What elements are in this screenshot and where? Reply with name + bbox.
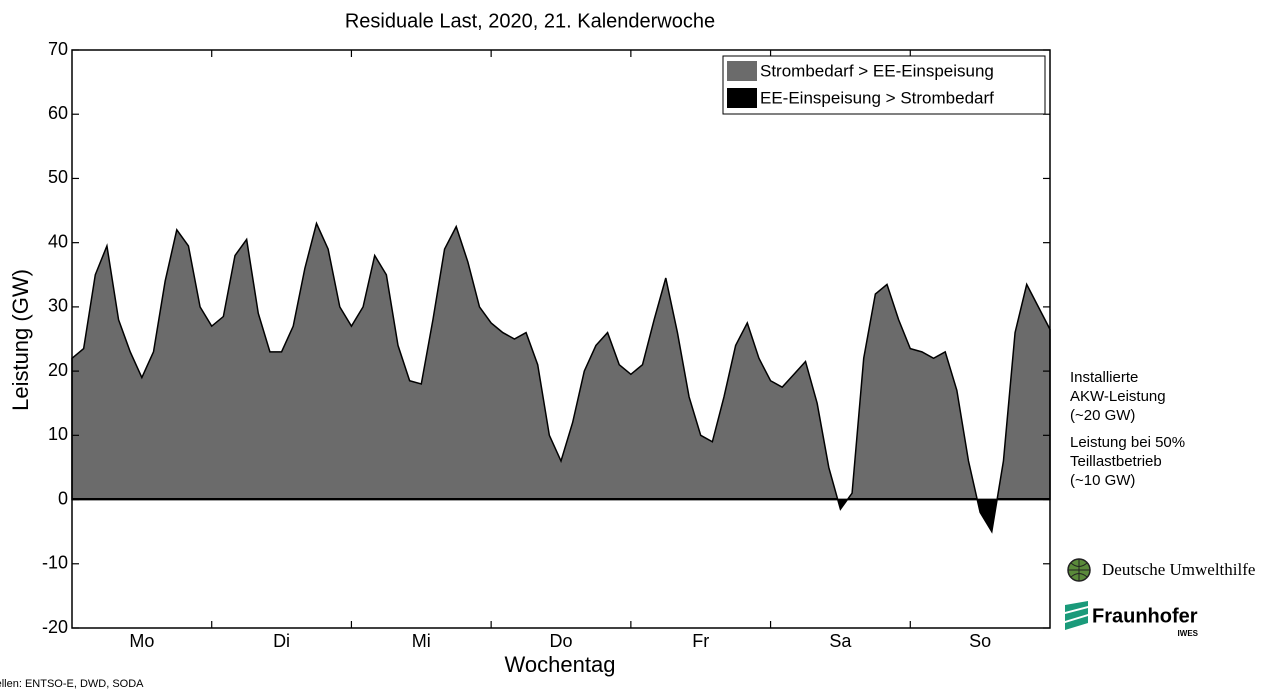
x-axis-label: Wochentag [505, 652, 616, 677]
x-tick-label: So [969, 631, 991, 651]
legend-box [722, 55, 1046, 115]
y-tick-label: -10 [42, 553, 68, 573]
legend-swatch [727, 61, 757, 81]
y-tick-label: 20 [48, 360, 68, 380]
legend-label: Strombedarf > EE-Einspeisung [760, 61, 994, 80]
duh-logo-icon [1067, 558, 1091, 582]
area-positive [71, 221, 1051, 534]
iwes-logo-text: IWES [1178, 629, 1199, 638]
y-tick-label: 60 [48, 103, 68, 123]
duh-logo-text: Deutsche Umwelthilfe [1102, 560, 1255, 579]
annotation: Teillastbetrieb [1070, 453, 1162, 470]
x-tick-label: Mi [412, 631, 431, 651]
annotation: (~10 GW) [1070, 472, 1135, 489]
x-tick-label: Mo [129, 631, 154, 651]
annotation: Leistung bei 50% [1070, 434, 1185, 451]
fraunhofer-logo-icon [1065, 601, 1088, 630]
x-tick-label: Sa [829, 631, 852, 651]
y-tick-label: -20 [42, 617, 68, 637]
y-tick-label: 40 [48, 231, 68, 251]
x-tick-label: Fr [692, 631, 709, 651]
annotation: (~20 GW) [1070, 407, 1135, 424]
chart-title: Residuale Last, 2020, 21. Kalenderwoche [345, 10, 715, 32]
y-tick-label: 0 [58, 488, 68, 508]
y-tick-label: 10 [48, 424, 68, 444]
y-tick-label: 50 [48, 167, 68, 187]
annotation: AKW-Leistung [1070, 388, 1166, 405]
fraunhofer-logo-text: Fraunhofer [1092, 605, 1198, 627]
legend-swatch [727, 88, 757, 108]
y-tick-label: 30 [48, 296, 68, 316]
y-tick-label: 70 [48, 39, 68, 59]
x-tick-label: Di [273, 631, 290, 651]
source-note: Datenquellen: ENTSO-E, DWD, SODA [0, 678, 144, 690]
x-tick-label: Do [549, 631, 572, 651]
legend-label: EE-Einspeisung > Strombedarf [760, 88, 994, 107]
annotation: Installierte [1070, 369, 1138, 386]
plot-frame [71, 49, 1051, 629]
y-axis-label: Leistung (GW) [8, 269, 33, 411]
